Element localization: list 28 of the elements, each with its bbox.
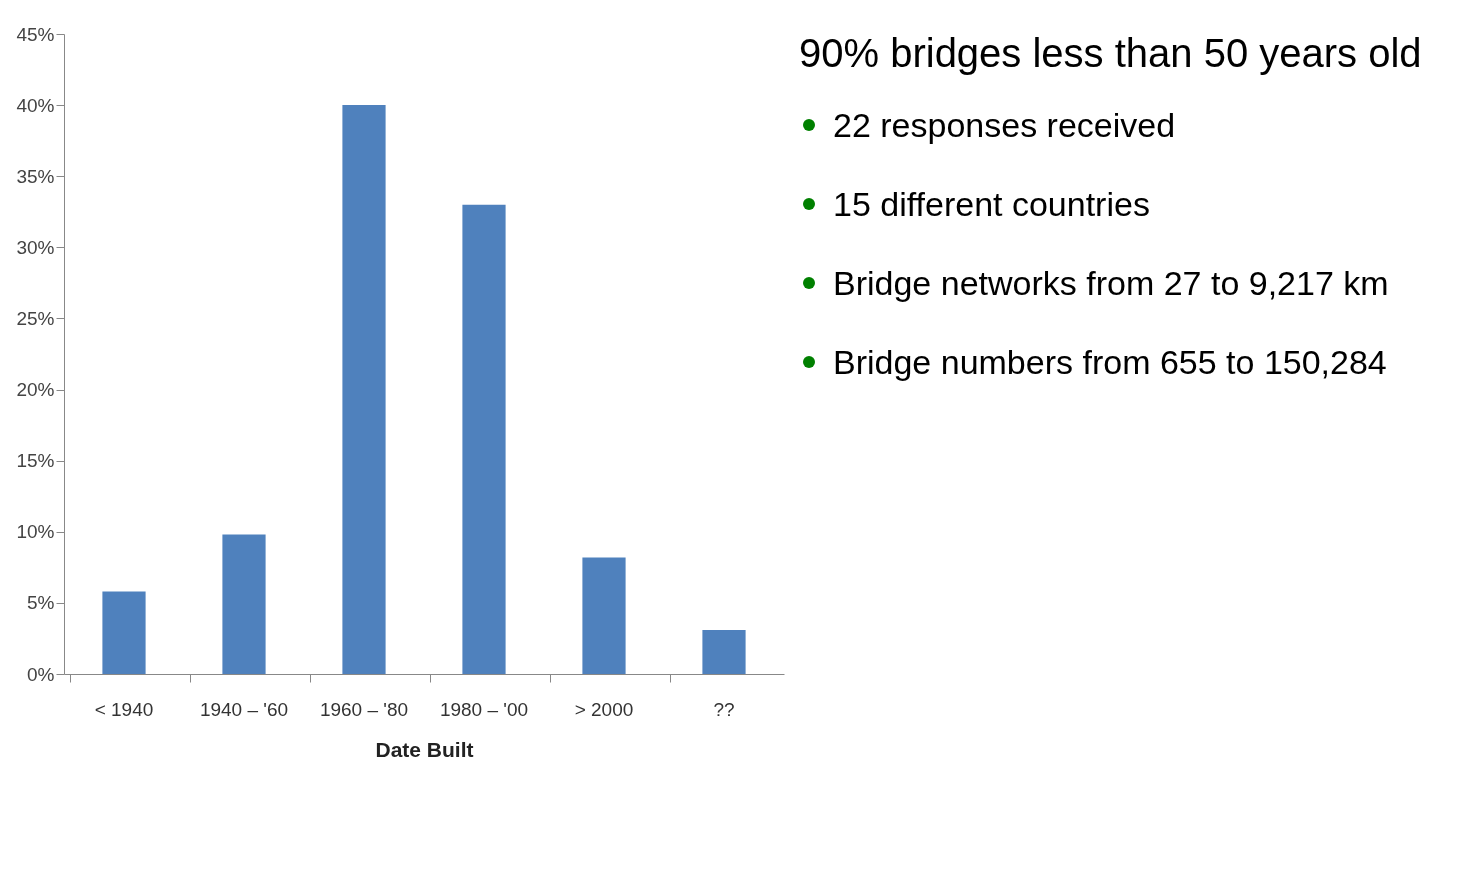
bar — [342, 105, 386, 674]
bar — [462, 204, 506, 674]
text: Bridge networks from 27 to 9,217 km — [833, 264, 1389, 303]
y-tick-label: 0% — [27, 663, 55, 685]
y-tick-label: 30% — [16, 236, 55, 258]
text: 15 different countries — [833, 185, 1150, 224]
y-tick-label: 10% — [16, 521, 55, 543]
y-tick-label: 15% — [16, 450, 55, 472]
x-tick-label: 1940 – '60 — [199, 698, 289, 720]
y-tick-label: 40% — [16, 94, 55, 116]
y-tick-label: 25% — [16, 307, 55, 329]
text: Bridge numbers from 655 to 150,284 — [833, 343, 1387, 382]
x-axis-title: Date Built — [375, 737, 474, 761]
x-tick-label: 1960 – '80 — [319, 698, 409, 720]
y-tick-label: 45% — [16, 23, 55, 45]
y-tick-label: 35% — [16, 165, 55, 187]
bar — [702, 629, 746, 674]
bar — [582, 557, 626, 674]
x-tick-label: > 2000 — [574, 698, 634, 720]
x-tick-label: ?? — [713, 698, 735, 720]
y-tick-label: 20% — [16, 379, 55, 401]
y-tick-label: 5% — [27, 592, 55, 614]
x-tick-label: < 1940 — [94, 698, 154, 720]
x-tick-label: 1980 – '00 — [439, 698, 529, 720]
text: 22 responses received — [833, 106, 1176, 144]
text: 90% bridges less than 50 years old — [799, 30, 1423, 76]
bar — [222, 534, 266, 674]
bar — [102, 591, 146, 674]
